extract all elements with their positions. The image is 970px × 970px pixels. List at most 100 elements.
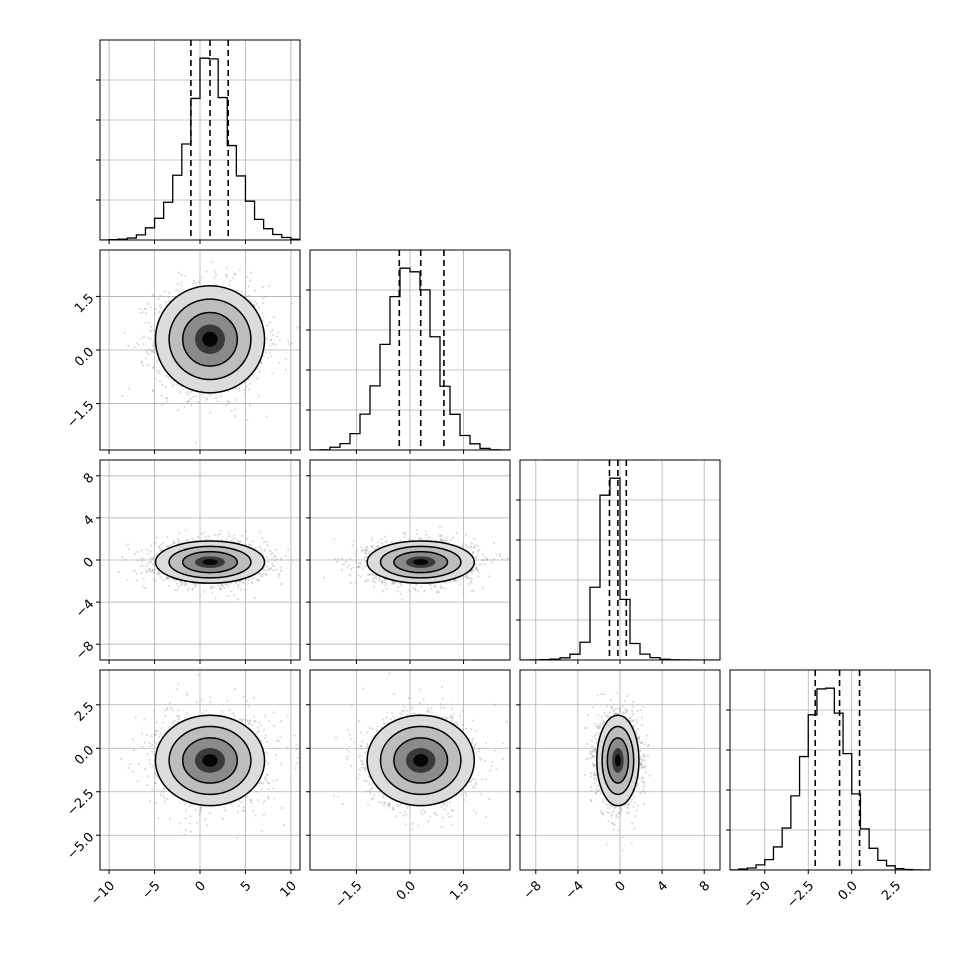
sample-point [359,575,362,578]
sample-point [209,586,212,590]
sample-point [264,572,267,576]
sample-point [127,344,130,347]
sample-point [443,587,446,590]
sample-point [367,553,370,556]
sample-point [214,397,218,400]
sample-point [146,364,149,367]
sample-point [340,568,343,571]
sample-point [186,400,189,403]
sample-point [167,296,170,299]
sample-point [258,572,261,575]
sample-point [136,559,139,562]
sample-point [365,546,368,549]
sample-point [183,274,186,277]
sample-point [262,354,265,357]
sample-point [266,560,270,564]
sample-point [133,552,136,555]
sample-point [159,306,162,309]
sample-point [194,282,198,285]
sample-point [370,539,373,542]
sample-point [142,558,145,561]
sample-point [168,584,171,587]
sample-point [167,545,170,548]
density-cloud [117,529,294,601]
sample-point [476,568,479,571]
sample-point [149,557,152,560]
sample-point [136,341,139,345]
sample-point [256,377,259,380]
sample-point [206,397,209,400]
histogram-step-line [100,57,300,240]
sample-point [367,579,370,582]
sample-point [149,306,152,309]
sample-point [341,563,344,566]
sample-point [152,329,155,332]
sample-point [288,343,291,346]
sample-point [148,321,151,325]
sample-point [257,578,260,581]
sample-point [470,546,473,549]
sample-point [186,588,189,592]
sample-point [142,342,145,346]
sample-point [126,579,129,582]
sample-point [252,374,255,377]
sample-point [178,390,181,394]
sample-point [151,563,155,566]
sample-point [159,548,162,551]
sample-point [237,586,240,589]
sample-point [177,541,181,545]
sample-point [473,538,476,541]
sample-point [154,308,157,311]
sample-point [420,585,423,588]
sample-point [187,586,190,590]
sample-point [228,534,231,538]
sample-point [161,548,164,551]
sample-point [467,582,471,586]
sample-point [241,534,244,538]
sample-point [455,531,458,535]
sample-point [470,572,474,575]
sample-point [142,577,145,580]
sample-point [225,275,228,279]
sample-point [247,578,250,582]
sample-point [209,411,212,414]
sample-point [349,581,352,585]
sample-point [147,336,150,339]
sample-point [245,295,248,299]
sample-point [269,339,272,342]
sample-point [159,304,162,307]
sample-point [278,338,281,341]
sample-point [376,541,380,544]
sample-point [341,557,344,560]
sample-point [158,545,161,548]
sample-point [174,579,178,582]
sample-point [270,338,273,341]
sample-point [440,534,443,537]
sample-point [259,548,263,552]
sample-point [276,557,279,561]
sample-point [449,580,452,584]
sample-point [201,276,204,279]
sample-point [440,539,443,542]
sample-point [269,344,272,347]
sample-point [415,584,418,587]
sample-point [243,581,246,584]
sample-point [439,587,442,590]
sample-point [481,562,484,565]
sample-point [188,400,191,403]
sample-point [284,357,287,360]
sample-point [202,531,205,534]
sample-point [180,583,184,586]
sample-point [265,555,269,559]
sample-point [368,551,371,554]
sample-point [261,312,264,315]
sample-point [142,335,146,338]
sample-point [453,579,456,582]
sample-point [165,397,169,400]
sample-point [268,568,271,571]
sample-point [143,307,146,311]
sample-point [263,569,266,572]
sample-point [356,565,359,568]
sample-point [351,544,354,547]
sample-point [167,577,170,580]
